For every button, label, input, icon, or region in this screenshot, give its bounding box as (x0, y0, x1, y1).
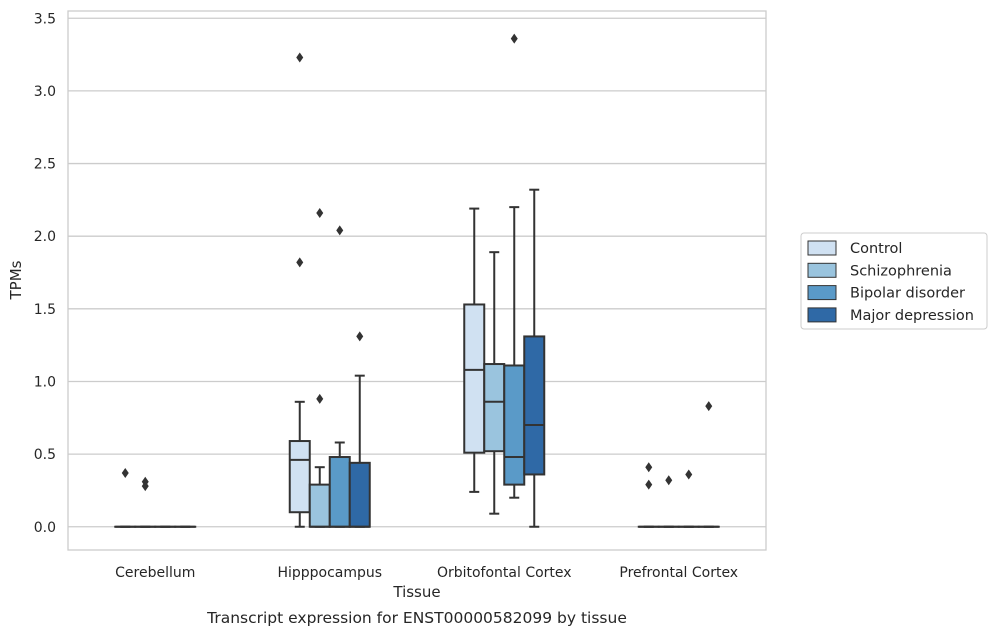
outlier-point (121, 468, 129, 478)
box-group (348, 331, 371, 528)
box-group (483, 251, 506, 515)
box-group (114, 468, 137, 528)
box-group (308, 207, 331, 528)
box (483, 363, 506, 453)
box (348, 461, 371, 528)
box (503, 364, 526, 486)
box-group (463, 207, 486, 493)
legend-swatch (807, 240, 837, 256)
plot-frame (67, 10, 767, 551)
legend-label: Schizophrenia (850, 263, 952, 279)
box (308, 483, 331, 528)
box-group (503, 33, 526, 499)
outlier-point (296, 52, 304, 63)
box-group (697, 401, 720, 528)
x-axis-label: Tissue (392, 583, 440, 601)
y-tick-label: 2.5 (34, 157, 56, 173)
x-tick-label: Prefrontal Cortex (619, 565, 738, 581)
y-tick-label: 1.0 (34, 374, 56, 390)
outlier-point (141, 481, 149, 492)
outlier-point (685, 469, 693, 480)
outlier-point (336, 225, 344, 236)
box-plot-series (114, 33, 720, 528)
y-tick-label: 0.0 (34, 520, 56, 536)
legend-swatch (807, 285, 837, 301)
x-tick-label: Hipppocampus (277, 565, 382, 581)
outlier-point (316, 393, 324, 404)
outlier-point (356, 331, 364, 342)
box-group (328, 225, 351, 528)
grid-lines (68, 17, 766, 528)
y-axis-label: TPMs (7, 260, 25, 300)
y-axis-ticks: 0.0 0.5 1.0 1.5 2.0 2.5 3.0 3.5 (34, 11, 56, 535)
outlier-point (665, 475, 673, 486)
legend-frame (800, 232, 988, 330)
y-tick-label: 3.5 (34, 11, 56, 27)
x-axis-ticks: Cerebellum Hipppocampus Orbitofontal Corte… (115, 565, 738, 581)
legend: Control Schizophrenia Bipolar disorder Majo… (800, 232, 988, 330)
box (463, 303, 486, 454)
y-tick-label: 3.0 (34, 84, 56, 100)
box-group (134, 476, 157, 528)
y-tick-label: 0.5 (34, 447, 56, 463)
outlier-point (510, 33, 518, 44)
y-tick-label: 2.0 (34, 229, 56, 245)
box (328, 456, 351, 528)
x-tick-label: Orbitofontal Cortex (437, 565, 572, 581)
box-group (677, 469, 700, 528)
x-tick-label: Cerebellum (115, 565, 195, 581)
box (523, 335, 546, 476)
outlier-point (705, 401, 713, 412)
outlier-point (316, 207, 324, 218)
legend-label: Bipolar disorder (850, 286, 965, 302)
chart-caption: Transcript expression for ENST0000058209… (206, 609, 627, 627)
box (288, 440, 311, 514)
legend-swatch (807, 262, 837, 278)
box-group (288, 52, 311, 528)
legend-label: Major depression (850, 308, 974, 324)
box-group (657, 475, 680, 528)
outlier-point (296, 257, 304, 268)
y-tick-label: 1.5 (34, 302, 56, 318)
box-group (523, 188, 546, 528)
box-group (637, 462, 660, 528)
outlier-point (645, 462, 653, 473)
outlier-point (645, 479, 653, 490)
legend-swatch (807, 307, 837, 323)
legend-label: Control (850, 241, 902, 257)
